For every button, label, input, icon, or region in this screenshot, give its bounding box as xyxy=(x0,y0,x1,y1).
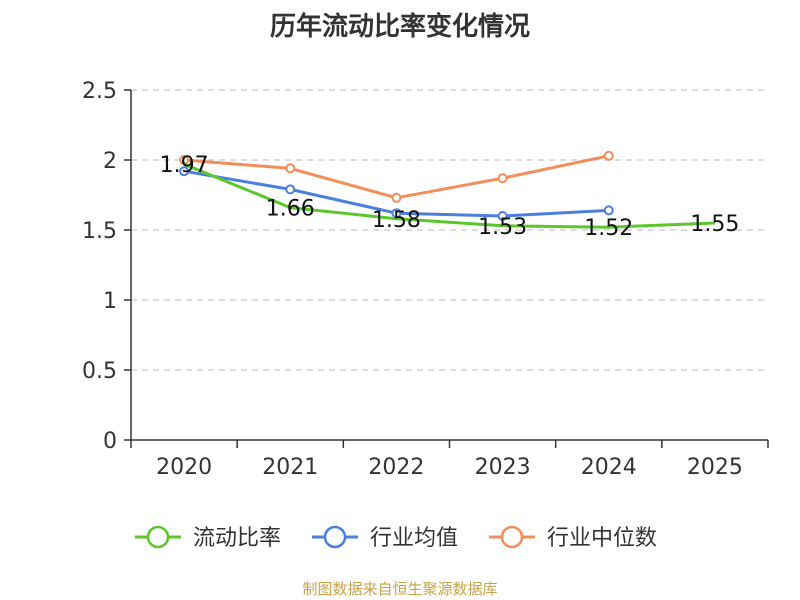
footer-credit: 制图数据来自恒生聚源数据库 xyxy=(302,580,498,598)
data-label: 1.53 xyxy=(478,215,527,240)
data-point-industry_median xyxy=(391,192,402,203)
legend-label: 流动比率 xyxy=(193,526,281,551)
x-tick-label: 2021 xyxy=(262,455,318,480)
legend-swatch-marker xyxy=(500,525,524,549)
y-tick-label: 0.5 xyxy=(82,359,117,384)
chart-title: 历年流动比率变化情况 xyxy=(269,12,530,42)
data-point-industry_avg xyxy=(391,208,402,219)
x-tick-label: 2024 xyxy=(581,455,637,480)
x-tick-label: 2025 xyxy=(687,455,743,480)
legend-item-industry_median[interactable]: 行业中位数 xyxy=(489,525,657,551)
data-point-industry_median xyxy=(179,155,190,165)
y-tick-label: 2 xyxy=(103,149,117,174)
data-label: 1.97 xyxy=(160,153,209,178)
data-point-industry_avg xyxy=(603,205,614,216)
data-label: 1.66 xyxy=(266,197,315,222)
data-label: 1.52 xyxy=(584,216,633,241)
series-layer xyxy=(179,150,715,229)
label-layer: 1.97 1.66 1.58 1.53 1.52 1.55 xyxy=(160,153,740,241)
data-point-industry_avg xyxy=(497,211,508,221)
legend-item-industry_avg[interactable]: 行业均值 xyxy=(312,525,458,551)
x-tick-label: 2020 xyxy=(156,455,212,480)
y-tick-label: 2.5 xyxy=(82,79,117,104)
data-point-industry_avg xyxy=(179,166,190,177)
legend-label: 行业中位数 xyxy=(547,526,657,551)
grid-layer xyxy=(131,89,768,371)
data-point-industry_median xyxy=(497,173,508,184)
legend[interactable]: 流动比率 行业均值 行业中位数 xyxy=(135,525,657,551)
x-tick-label: 2022 xyxy=(368,455,424,480)
y-tick-label: 0 xyxy=(103,429,117,454)
x-tick-label: 2023 xyxy=(475,455,531,480)
legend-swatch-marker xyxy=(323,525,347,549)
data-label: 1.55 xyxy=(690,212,739,237)
data-label: 1.58 xyxy=(372,208,421,233)
y-tick-label: 1 xyxy=(103,289,117,314)
y-tick-label: 1.5 xyxy=(82,219,117,244)
legend-swatch-marker xyxy=(146,525,170,549)
data-point-industry_avg xyxy=(285,184,296,195)
legend-label: 行业均值 xyxy=(370,526,458,551)
data-point-industry_median xyxy=(603,150,614,161)
series-line-current_ratio xyxy=(183,162,715,229)
legend-item-current_ratio[interactable]: 流动比率 xyxy=(135,525,281,551)
data-point-industry_median xyxy=(285,163,296,174)
